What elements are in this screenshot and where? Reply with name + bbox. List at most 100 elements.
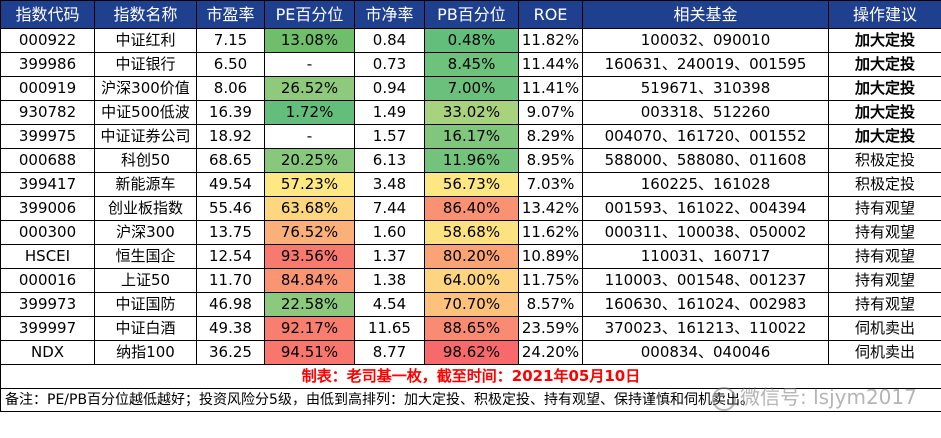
cell-pe: 13.75: [196, 220, 265, 245]
cell-pe-pct: 26.52%: [264, 76, 355, 101]
cell-pb: 1.60: [354, 220, 425, 245]
cell-pe: 7.15: [196, 28, 265, 53]
cell-advice: 持有观望: [828, 220, 941, 245]
cell-pb: 1.37: [354, 244, 425, 269]
cell-pe-pct: 76.52%: [264, 220, 355, 245]
cell-funds: 160225、161028: [582, 172, 829, 197]
cell-pe-pct: -: [264, 52, 355, 77]
cell-name: 恒生国企: [94, 244, 197, 269]
cell-pe-pct: 93.56%: [264, 244, 355, 269]
table-row: 000016 上证50 11.70 84.84% 1.38 64.00% 11.75% 110…: [0, 268, 941, 293]
cell-name: 中证证券公司: [94, 124, 197, 149]
cell-code: 399975: [0, 124, 95, 149]
cell-pb: 3.48: [354, 172, 425, 197]
cell-pe-pct: 20.25%: [264, 148, 355, 173]
table-row: 399975 中证证券公司 18.92-1.57 16.17% 8.29% 004070、…: [0, 124, 941, 149]
cell-pb: 0.84: [354, 28, 425, 53]
header-pe: 市盈率: [196, 0, 265, 29]
cell-name: 创业板指数: [94, 196, 197, 221]
cell-pe-pct: 1.72%: [264, 100, 355, 125]
cell-roe: 13.42%: [518, 196, 583, 221]
valuation-table: 指数代码 指数名称 市盈率 PE百分位 市净率 PB百分位 ROE 相关基金 操…: [0, 0, 941, 412]
cell-pb: 0.73: [354, 52, 425, 77]
cell-funds: 370023、161213、110022: [582, 316, 829, 341]
cell-advice: 加大定投: [828, 28, 941, 53]
cell-name: 新能源车: [94, 172, 197, 197]
cell-pe: 49.54: [196, 172, 265, 197]
cell-name: 沪深300: [94, 220, 197, 245]
cell-funds: 000834、040046: [582, 340, 829, 365]
cell-pb-pct: 88.65%: [424, 316, 519, 341]
cell-pb: 1.49: [354, 100, 425, 125]
cell-pb-pct: 58.68%: [424, 220, 519, 245]
cell-pb-pct: 11.96%: [424, 148, 519, 173]
cell-pe: 11.70: [196, 268, 265, 293]
cell-funds: 000311、100038、050002: [582, 220, 829, 245]
header-funds: 相关基金: [582, 0, 829, 29]
table-row: 000922 中证红利 7.15 13.08% 0.84 0.48% 11.82% 10003…: [0, 28, 941, 53]
header-pb: 市净率: [354, 0, 425, 29]
cell-funds: 160631、240019、001595: [582, 52, 829, 77]
cell-roe: 11.75%: [518, 268, 583, 293]
cell-code: 000688: [0, 148, 95, 173]
cell-pb-pct: 98.62%: [424, 340, 519, 365]
cell-advice: 持有观望: [828, 292, 941, 317]
header-roe: ROE: [518, 0, 583, 29]
cell-pb-pct: 56.73%: [424, 172, 519, 197]
table-row: 000300 沪深300 13.75 76.52% 1.60 58.68% 11.62% 00…: [0, 220, 941, 245]
table-row: 399417 新能源车 49.54 57.23% 3.48 56.73% 7.03% 1602…: [0, 172, 941, 197]
cell-roe: 24.20%: [518, 340, 583, 365]
cell-advice: 伺机卖出: [828, 316, 941, 341]
cell-pb: 1.57: [354, 124, 425, 149]
cell-pb-pct: 8.45%: [424, 52, 519, 77]
cell-pb: 1.38: [354, 268, 425, 293]
table-row: 000688 科创50 68.65 20.25% 6.13 11.96% 8.95% 5880…: [0, 148, 941, 173]
header-code: 指数代码: [0, 0, 95, 29]
cell-pe: 6.50: [196, 52, 265, 77]
cell-roe: 11.41%: [518, 76, 583, 101]
cell-code: 399417: [0, 172, 95, 197]
header-pe-pct: PE百分位: [264, 0, 355, 29]
note-row: 备注：PE/PB百分位越低越好；投资风险分5级，由低到高排列：加大定投、积极定投…: [0, 388, 941, 412]
cell-code: 399986: [0, 52, 95, 77]
cell-funds: 004070、161720、001552: [582, 124, 829, 149]
table-row: 399006 创业板指数 55.46 63.68% 7.44 86.40% 13.42% 00…: [0, 196, 941, 221]
cell-pb-pct: 64.00%: [424, 268, 519, 293]
cell-roe: 7.03%: [518, 172, 583, 197]
cell-code: 399006: [0, 196, 95, 221]
cell-code: 399973: [0, 292, 95, 317]
footer-row: 制表：老司基一枚，截至时间：2021年05月10日: [0, 364, 941, 389]
cell-roe: 23.59%: [518, 316, 583, 341]
cell-pb-pct: 7.00%: [424, 76, 519, 101]
cell-funds: 003318、512260: [582, 100, 829, 125]
header-row: 指数代码 指数名称 市盈率 PE百分位 市净率 PB百分位 ROE 相关基金 操…: [0, 0, 941, 29]
cell-advice: 加大定投: [828, 76, 941, 101]
cell-code: NDX: [0, 340, 95, 365]
cell-pe: 16.39: [196, 100, 265, 125]
cell-roe: 11.82%: [518, 28, 583, 53]
cell-pe-pct: 13.08%: [264, 28, 355, 53]
cell-code: 000016: [0, 268, 95, 293]
cell-roe: 9.07%: [518, 100, 583, 125]
cell-name: 中证红利: [94, 28, 197, 53]
header-name: 指数名称: [94, 0, 197, 29]
table-row: HSCEI 恒生国企 12.54 93.56% 1.37 80.20% 10.89% 1100…: [0, 244, 941, 269]
cell-name: 中证500低波: [94, 100, 197, 125]
table-row: NDX 纳指100 36.25 94.51% 8.77 98.62% 24.20% 00083…: [0, 340, 941, 365]
cell-pb: 6.13: [354, 148, 425, 173]
cell-code: 000919: [0, 76, 95, 101]
cell-funds: 110031、160717: [582, 244, 829, 269]
cell-name: 中证白酒: [94, 316, 197, 341]
cell-name: 中证银行: [94, 52, 197, 77]
cell-roe: 8.57%: [518, 292, 583, 317]
cell-pe-pct: 92.17%: [264, 316, 355, 341]
cell-funds: 588000、588080、011608: [582, 148, 829, 173]
cell-name: 上证50: [94, 268, 197, 293]
cell-pb-pct: 80.20%: [424, 244, 519, 269]
cell-pe: 8.06: [196, 76, 265, 101]
cell-name: 科创50: [94, 148, 197, 173]
cell-pe: 18.92: [196, 124, 265, 149]
cell-pb-pct: 0.48%: [424, 28, 519, 53]
cell-advice: 持有观望: [828, 268, 941, 293]
cell-name: 纳指100: [94, 340, 197, 365]
